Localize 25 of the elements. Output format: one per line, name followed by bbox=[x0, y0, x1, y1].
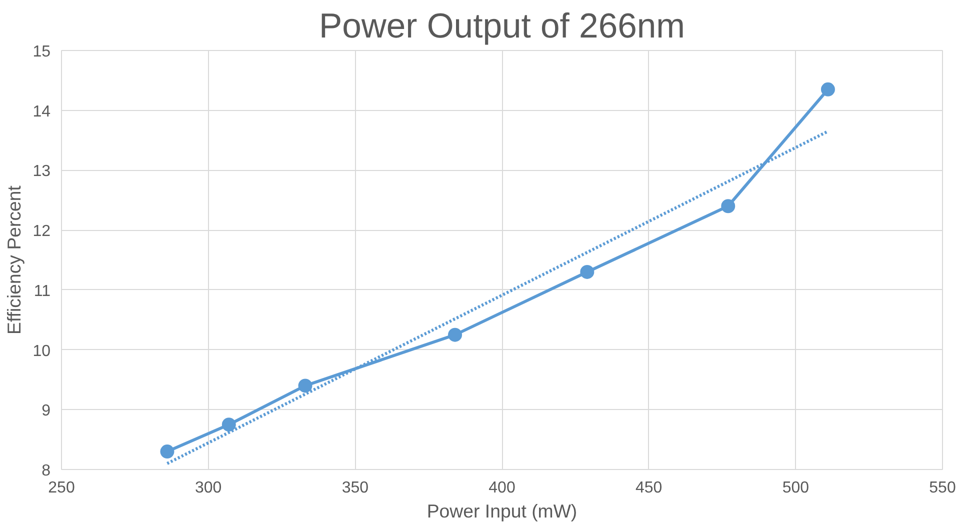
y-tick-label: 9 bbox=[42, 402, 51, 420]
point bbox=[721, 199, 736, 214]
x-tick-label: 500 bbox=[782, 480, 810, 496]
point bbox=[298, 378, 312, 393]
chart-title: Power Output of 266nm bbox=[318, 8, 686, 46]
point bbox=[222, 418, 236, 432]
y-axis-title: Efficiency Percent bbox=[4, 184, 25, 334]
y-tick-label: 12 bbox=[32, 223, 51, 240]
point bbox=[448, 328, 462, 342]
x-tick-label: 250 bbox=[48, 480, 75, 496]
y-tick-label: 10 bbox=[32, 342, 51, 360]
y-tick-label: 11 bbox=[34, 282, 51, 300]
y-tick-label: 8 bbox=[42, 462, 51, 480]
x-tick-label: 400 bbox=[488, 480, 516, 496]
x-tick-label: 550 bbox=[929, 480, 956, 496]
y-tick-label: 13 bbox=[32, 163, 51, 180]
x-tick-label: 350 bbox=[342, 480, 369, 496]
point bbox=[820, 82, 835, 96]
y-tick-label: 15 bbox=[32, 44, 51, 60]
point bbox=[160, 444, 174, 459]
point bbox=[580, 264, 594, 279]
y-tick-label: 14 bbox=[32, 103, 51, 120]
x-tick-label: 300 bbox=[194, 480, 222, 496]
x-axis-title: Power Input (mW) bbox=[426, 500, 578, 522]
x-tick-label: 450 bbox=[635, 480, 662, 496]
